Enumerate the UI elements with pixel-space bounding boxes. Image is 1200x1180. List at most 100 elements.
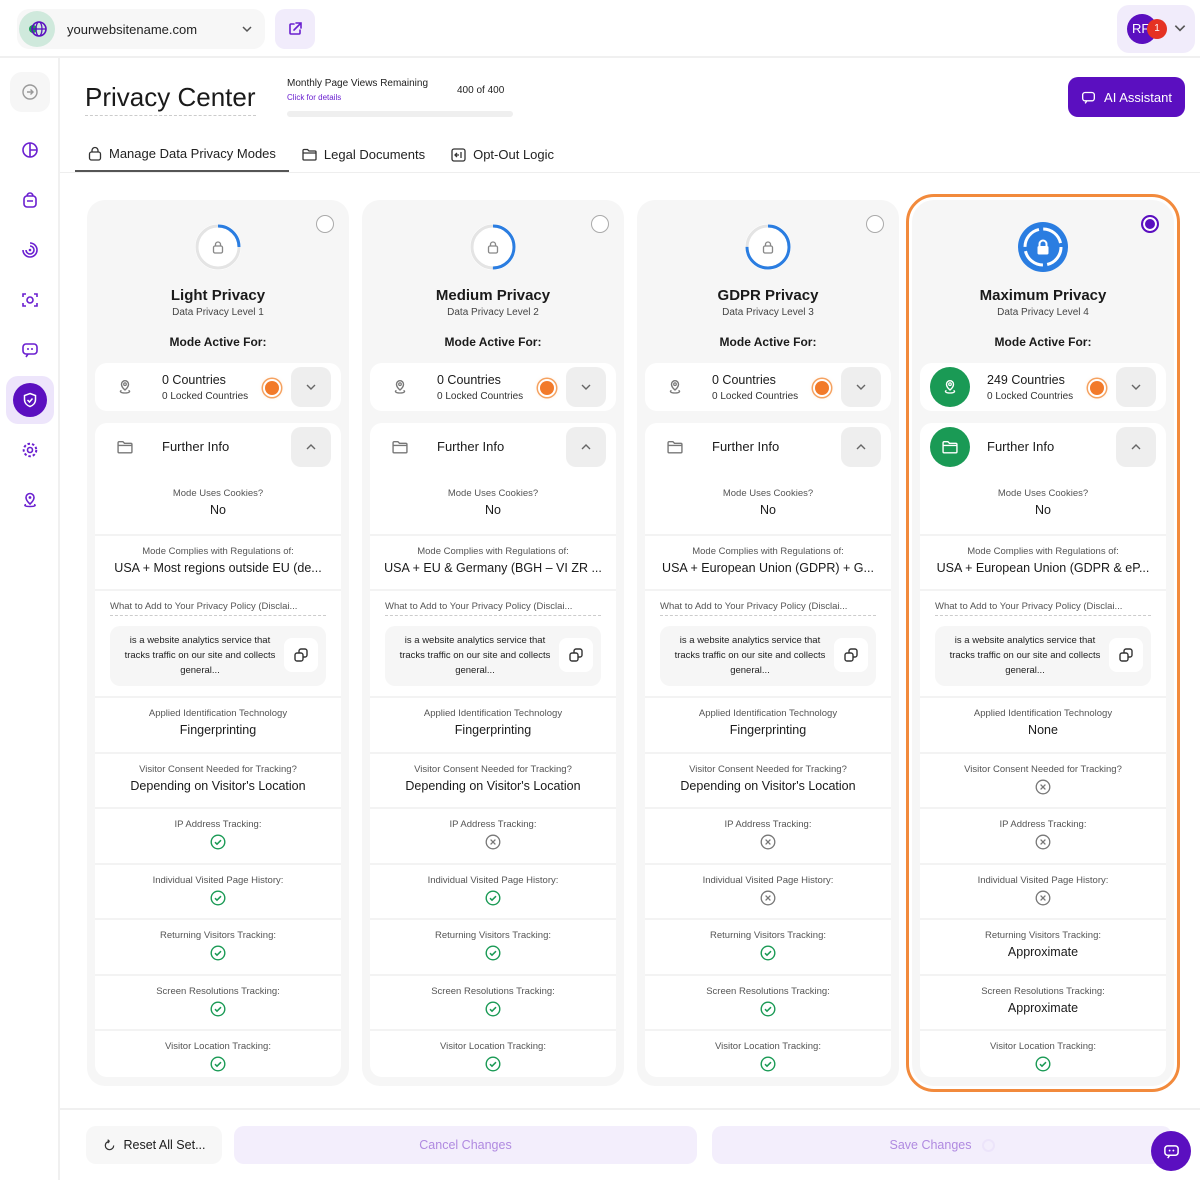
countries-expand-button[interactable] (841, 367, 881, 407)
location-pin-icon (119, 380, 131, 394)
countries-expand-button[interactable] (566, 367, 606, 407)
info-row-location: Visitor Location Tracking: (95, 1029, 341, 1077)
bag-icon (23, 192, 37, 208)
info-row-policy: What to Add to Your Privacy Policy (Disc… (645, 589, 891, 697)
countries-expand-button[interactable] (1116, 367, 1156, 407)
tab-opt-out-logic[interactable]: Opt-Out Logic (438, 137, 567, 172)
privacy-policy-label[interactable]: What to Add to Your Privacy Policy (Disc… (110, 601, 326, 616)
info-row-label: Mode Uses Cookies? (722, 488, 814, 499)
privacy-policy-label[interactable]: What to Add to Your Privacy Policy (Disc… (935, 601, 1151, 616)
open-website-button[interactable] (275, 9, 315, 49)
countries-box: 249 Countries 0 Locked Countries (920, 363, 1166, 411)
info-row-returning: Returning Visitors Tracking: (95, 918, 341, 967)
countries-count: 0 Countries (437, 373, 501, 387)
save-changes-button[interactable]: Save Changes (712, 1126, 1172, 1164)
further-info-collapse-button[interactable] (291, 427, 331, 467)
info-row-history: Individual Visited Page History: (645, 863, 891, 912)
info-row-regulations: Mode Complies with Regulations of: USA + … (920, 534, 1166, 581)
x-icon-wrap (645, 834, 891, 850)
privacy-policy-label[interactable]: What to Add to Your Privacy Policy (Disc… (660, 601, 876, 616)
privacy-policy-text: is a website analytics service that trac… (674, 635, 826, 676)
mode-level: Data Privacy Level 4 (997, 307, 1089, 318)
info-row-value: No (485, 503, 501, 517)
further-info-panel: Further Info Mode Uses Cookies? No Mode Com… (370, 423, 616, 1077)
info-row-label: Visitor Consent Needed for Tracking? (689, 764, 847, 775)
check-icon-wrap (95, 945, 341, 961)
further-info-icon (380, 427, 420, 467)
website-selector[interactable]: yourwebsitename.com (17, 9, 265, 49)
x-icon-wrap (370, 834, 616, 850)
info-row-returning: Returning Visitors Tracking: (645, 918, 891, 967)
check-icon (760, 945, 776, 961)
chat-icon (1163, 1144, 1179, 1159)
check-icon-wrap (95, 1001, 341, 1017)
x-icon-wrap (920, 890, 1166, 906)
x-circle-icon (1035, 779, 1051, 795)
page-views-value: 400 of 400 (457, 85, 505, 96)
tab-manage-modes[interactable]: Manage Data Privacy Modes (75, 137, 289, 172)
info-row-value: Depending on Visitor's Location (680, 779, 856, 793)
tab-legal-documents[interactable]: Legal Documents (289, 137, 438, 172)
privacy-mode-card[interactable]: Medium Privacy Data Privacy Level 2 Mode A… (362, 200, 624, 1086)
reset-all-settings-button[interactable]: Reset All Set... (86, 1126, 222, 1164)
countries-box: 0 Countries 0 Locked Countries (645, 363, 891, 411)
check-icon (760, 1056, 776, 1072)
further-info-panel: Further Info Mode Uses Cookies? No Mode Com… (920, 423, 1166, 1077)
further-info-collapse-button[interactable] (1116, 427, 1156, 467)
check-icon-wrap (645, 1056, 891, 1072)
info-row-technology: Applied Identification Technology Fingerp… (370, 696, 616, 745)
privacy-mode-card[interactable]: Maximum Privacy Data Privacy Level 4 Mode … (906, 194, 1180, 1092)
chevron-up-icon (581, 444, 591, 450)
check-icon (485, 890, 501, 906)
folder-icon (392, 440, 408, 454)
folder-icon (667, 440, 683, 454)
info-row-returning: Returning Visitors Tracking: (370, 918, 616, 967)
sidebar-item-dashboard[interactable] (10, 130, 50, 170)
sidebar-collapse-button[interactable] (10, 72, 50, 112)
x-icon-wrap (920, 834, 1166, 850)
page-views-details-link[interactable]: Click for details (287, 93, 342, 102)
mode-radio[interactable] (316, 215, 334, 233)
info-row-location: Visitor Location Tracking: (370, 1029, 616, 1077)
further-info-collapse-button[interactable] (841, 427, 881, 467)
privacy-mode-card[interactable]: Light Privacy Data Privacy Level 1 Mode Ac… (87, 200, 349, 1086)
mode-radio[interactable] (1141, 215, 1159, 233)
x-icon-wrap (645, 890, 891, 906)
cancel-changes-button[interactable]: Cancel Changes (234, 1126, 697, 1164)
privacy-policy-label[interactable]: What to Add to Your Privacy Policy (Disc… (385, 601, 601, 616)
copy-button[interactable] (1109, 638, 1143, 672)
info-row-consent: Visitor Consent Needed for Tracking? Depe… (370, 752, 616, 801)
check-icon-wrap (370, 1056, 616, 1072)
info-row-value: No (1035, 503, 1051, 517)
copy-button[interactable] (834, 638, 868, 672)
mode-active-for-label: Mode Active For: (719, 335, 817, 349)
info-row-consent: Visitor Consent Needed for Tracking? Depe… (645, 752, 891, 801)
info-row-regulations: Mode Complies with Regulations of: USA + … (645, 534, 891, 581)
user-menu[interactable]: RF 1 (1117, 5, 1195, 53)
sidebar-item-chat[interactable] (10, 330, 50, 370)
countries-expand-button[interactable] (291, 367, 331, 407)
sidebar-item-tracking[interactable] (10, 230, 50, 270)
sidebar-item-bag[interactable] (10, 180, 50, 220)
privacy-mode-card[interactable]: GDPR Privacy Data Privacy Level 3 Mode Act… (637, 200, 899, 1086)
sidebar-item-settings[interactable] (10, 430, 50, 470)
chat-support-button[interactable] (1151, 1131, 1191, 1171)
info-row-label: IP Address Tracking: (724, 819, 812, 830)
info-row-screen: Screen Resolutions Tracking: (645, 974, 891, 1023)
info-row-technology: Applied Identification Technology Fingerp… (645, 696, 891, 745)
check-icon (485, 1001, 501, 1017)
mode-radio[interactable] (866, 215, 884, 233)
copy-button[interactable] (559, 638, 593, 672)
further-info-collapse-button[interactable] (566, 427, 606, 467)
mode-radio[interactable] (591, 215, 609, 233)
location-pin-icon (944, 380, 956, 394)
sidebar-item-locations[interactable] (10, 480, 50, 520)
chevron-down-icon (1174, 25, 1186, 32)
sidebar-item-privacy[interactable] (6, 376, 54, 424)
copy-button[interactable] (284, 638, 318, 672)
ai-assistant-button[interactable]: AI Assistant (1068, 77, 1185, 117)
check-icon (210, 834, 226, 850)
sidebar-item-scan[interactable] (10, 280, 50, 320)
chevron-down-icon (306, 384, 316, 390)
privacy-policy-text: is a website analytics service that trac… (399, 635, 551, 676)
